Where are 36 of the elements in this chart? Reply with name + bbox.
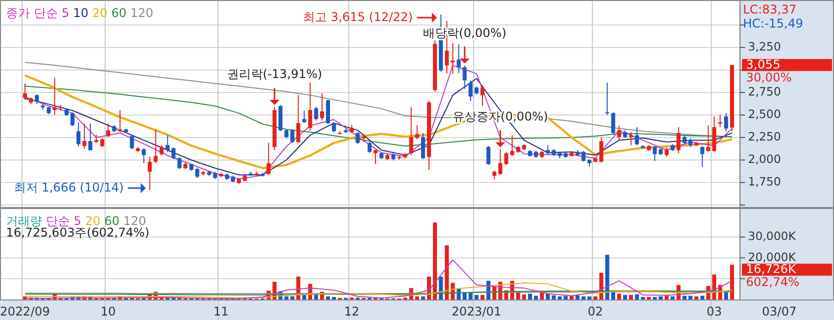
x-tick-label: 2023/01	[452, 304, 502, 318]
text: 120	[123, 214, 146, 228]
x-tick-label: 03	[706, 304, 722, 318]
x-tick-label: 10	[100, 304, 116, 318]
text: 20	[85, 214, 104, 228]
text: 602,74%	[746, 274, 800, 289]
text: 10	[73, 6, 92, 20]
y-tick-label: 1,750	[748, 174, 781, 189]
y-tick-label: 3,250	[748, 40, 781, 54]
x-tick-label: 02	[588, 304, 604, 318]
annotation: 최저 1,666 (10/14)	[14, 180, 124, 194]
y-tick-label: 2,500	[748, 107, 781, 122]
text: 03/07	[762, 304, 797, 318]
y-tick-label: 2,000	[748, 152, 781, 166]
x-tick-label: 12	[344, 304, 360, 318]
text: 120	[130, 6, 154, 20]
text: 단순 5	[34, 6, 74, 20]
text: 60	[111, 6, 130, 20]
annotation: 권리락(-13,91%)	[226, 67, 322, 82]
text: 단순 5	[46, 214, 86, 228]
legend-title: 종가	[6, 6, 34, 20]
text: 16,726K	[746, 262, 797, 276]
text: 20	[92, 6, 112, 20]
text: 30,00%	[746, 70, 792, 84]
y-tick-label: 20,000K	[748, 250, 796, 264]
legend-title: 거래량	[6, 214, 46, 228]
text: 60	[104, 214, 124, 228]
y-tick-label: 2,750	[748, 84, 781, 99]
annotation: 최고 3,615 (12/22)	[302, 10, 413, 24]
y-tick-label: 2,250	[748, 130, 781, 144]
x-tick-label: 11	[213, 304, 229, 318]
x-tick-label: 2022/09	[0, 304, 50, 318]
y-tick-label: 30,000K	[748, 229, 796, 244]
text: HC:-15,49	[743, 16, 804, 30]
text: LC:83,37	[743, 2, 796, 16]
text: 3,055	[746, 57, 780, 72]
